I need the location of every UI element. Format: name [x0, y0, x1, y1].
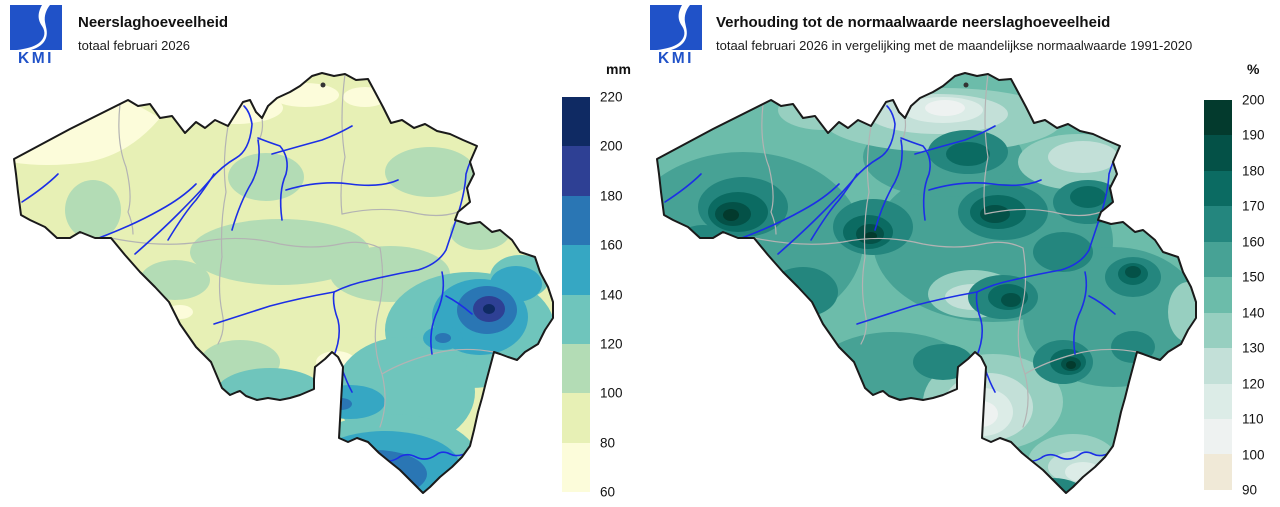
legend-tick-label: 110	[1242, 411, 1264, 427]
legend-tick-label: 220	[600, 89, 623, 105]
baarle-enclave-dot	[963, 82, 969, 88]
kmi-logo-text: KMI	[658, 50, 694, 64]
legend-tick-label: 140	[600, 287, 623, 303]
legend-swatch	[562, 245, 590, 295]
legend-swatch	[1204, 135, 1232, 171]
precipitation-map	[13, 72, 554, 494]
legend-tick-label: 60	[600, 484, 616, 500]
legend-tick-label: 190	[1242, 127, 1265, 143]
belgium-maps-canvas	[13, 72, 1197, 494]
legend-swatch	[1204, 312, 1232, 349]
legend-swatch	[1204, 100, 1232, 136]
page-title: Neerslaghoeveelheid	[78, 14, 229, 31]
legend-tick-label: 120	[600, 336, 623, 352]
ratio-map	[656, 72, 1197, 494]
legend-swatch	[1204, 454, 1232, 490]
page-subtitle: totaal februari 2026 in vergelijking met…	[716, 38, 1193, 53]
kmi-logo: KMI	[10, 5, 62, 64]
legend-tick-label: 160	[1242, 234, 1265, 250]
legend-swatch	[1204, 277, 1232, 313]
legend-unit-percent: %	[1247, 61, 1260, 77]
legend-color-bar	[1204, 100, 1232, 490]
legend-swatch	[562, 393, 590, 443]
legend-tick-label: 80	[600, 435, 616, 451]
kmi-logo-text: KMI	[18, 50, 54, 64]
legend-tick-label: 130	[1242, 340, 1265, 356]
legend-swatch	[1204, 206, 1232, 242]
baarle-enclave-dot	[320, 82, 326, 88]
legend-swatch	[562, 146, 590, 196]
legend-swatch	[1204, 348, 1232, 384]
legend-swatch	[562, 343, 590, 394]
kmi-logo: KMI	[650, 5, 702, 64]
legend-tick-label: 90	[1242, 482, 1258, 498]
legend-swatch	[562, 195, 590, 246]
legend-swatch	[562, 294, 590, 344]
legend-color-bar	[562, 97, 590, 493]
legend-swatch	[562, 442, 590, 493]
legend-swatch	[1204, 383, 1232, 419]
legend-tick-label: 140	[1242, 305, 1265, 321]
page-subtitle: totaal februari 2026	[78, 38, 191, 53]
legend-tick-label: 160	[600, 237, 623, 253]
legend-tick-label: 100	[600, 385, 623, 401]
legend-tick-label: 170	[1242, 198, 1265, 214]
legend-tick-label: 200	[1242, 92, 1265, 108]
legend-tick-label: 150	[1242, 269, 1265, 285]
legend-tick-label: 180	[1242, 163, 1265, 179]
legend-tick-label: 180	[600, 188, 623, 204]
legend-swatch	[562, 97, 590, 147]
legend-unit-mm: mm	[606, 61, 631, 77]
legend-swatch	[1204, 418, 1232, 455]
page-title: Verhouding tot de normaalwaarde neerslag…	[716, 14, 1111, 31]
legend-swatch	[1204, 241, 1232, 278]
legend-swatch	[1204, 170, 1232, 207]
legend-tick-label: 100	[1242, 447, 1265, 462]
legend-tick-label: 200	[600, 138, 623, 154]
legend-tick-label: 120	[1242, 376, 1265, 392]
